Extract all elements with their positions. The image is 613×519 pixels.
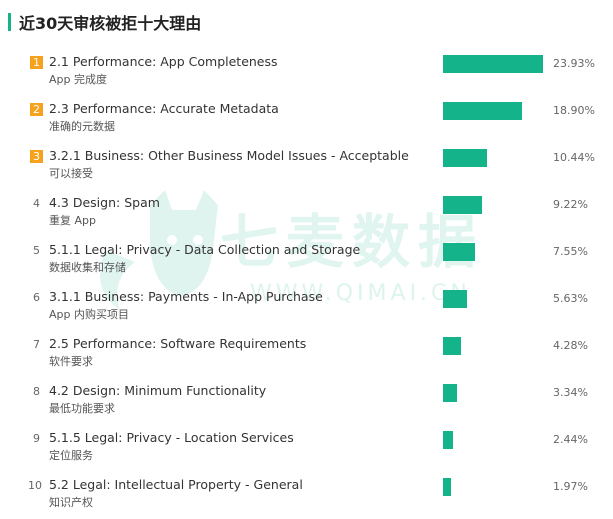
data-label: 18.90%: [553, 104, 595, 117]
reason-label: 4.3 Design: Spam: [49, 195, 160, 210]
data-label: 1.97%: [553, 480, 588, 493]
table-row: 1 2.1 Performance: App Completeness App 完成…: [0, 48, 613, 95]
bar: [443, 431, 453, 449]
bar-track: [443, 149, 543, 167]
bar: [443, 196, 482, 214]
reason-sublabel: 最低功能要求: [49, 402, 115, 415]
reason-sublabel: 数据收集和存储: [49, 261, 126, 274]
table-row: 2 2.3 Performance: Accurate Metadata 准确的元数…: [0, 95, 613, 142]
rank-badge: 1: [30, 56, 43, 69]
reason-label: 5.1.5 Legal: Privacy - Location Services: [49, 430, 294, 445]
data-label: 2.44%: [553, 433, 588, 446]
data-label: 23.93%: [553, 57, 595, 70]
title-accent-bar: [8, 13, 11, 31]
rank-badge: 10: [28, 479, 42, 492]
table-row: 9 5.1.5 Legal: Privacy - Location Service…: [0, 424, 613, 471]
data-label: 3.34%: [553, 386, 588, 399]
table-row: 5 5.1.1 Legal: Privacy - Data Collection …: [0, 236, 613, 283]
data-label: 9.22%: [553, 198, 588, 211]
reason-label: 2.3 Performance: Accurate Metadata: [49, 101, 279, 116]
reason-label: 2.5 Performance: Software Requirements: [49, 336, 307, 351]
table-row: 8 4.2 Design: Minimum Functionality 最低功能要求…: [0, 377, 613, 424]
reason-label: 3.2.1 Business: Other Business Model Iss…: [49, 148, 409, 163]
rank-badge: 5: [33, 244, 40, 257]
bar-track: [443, 196, 543, 214]
bar: [443, 478, 451, 496]
rank-badge: 3: [30, 150, 43, 163]
table-row: 6 3.1.1 Business: Payments - In-App Purch…: [0, 283, 613, 330]
rank-badge: 4: [33, 197, 40, 210]
data-label: 4.28%: [553, 339, 588, 352]
bar: [443, 337, 461, 355]
bar-track: [443, 243, 543, 261]
reason-label: 5.1.1 Legal: Privacy - Data Collection a…: [49, 242, 361, 257]
bar-track: [443, 384, 543, 402]
reason-label: 2.1 Performance: App Completeness: [49, 54, 278, 69]
bar-track: [443, 102, 543, 120]
bar: [443, 149, 487, 167]
rank-badge: 9: [33, 432, 40, 445]
bar: [443, 55, 543, 73]
bar-track: [443, 290, 543, 308]
data-label: 7.55%: [553, 245, 588, 258]
chart-title: 近30天审核被拒十大理由: [19, 14, 202, 33]
chart-header: 近30天审核被拒十大理由: [8, 12, 202, 33]
reason-sublabel: 准确的元数据: [49, 120, 115, 133]
reason-sublabel: 软件要求: [49, 355, 93, 368]
rank-badge: 8: [33, 385, 40, 398]
table-row: 10 5.2 Legal: Intellectual Property - Gen…: [0, 471, 613, 518]
bar: [443, 290, 467, 308]
reason-label: 5.2 Legal: Intellectual Property - Gener…: [49, 477, 303, 492]
reason-sublabel: 重复 App: [49, 214, 96, 227]
rank-badge: 6: [33, 291, 40, 304]
bar: [443, 102, 522, 120]
reason-sublabel: 可以接受: [49, 167, 93, 180]
reason-label: 4.2 Design: Minimum Functionality: [49, 383, 267, 398]
bar-track: [443, 478, 543, 496]
data-label: 5.63%: [553, 292, 588, 305]
reason-sublabel: App 内购买项目: [49, 308, 129, 321]
table-row: 7 2.5 Performance: Software Requirements 软…: [0, 330, 613, 377]
reason-sublabel: 知识产权: [49, 496, 93, 509]
rank-badge: 2: [30, 103, 43, 116]
table-row: 3 3.2.1 Business: Other Business Model Is…: [0, 142, 613, 189]
rank-badge: 7: [33, 338, 40, 351]
bar-track: [443, 431, 543, 449]
reason-label: 3.1.1 Business: Payments - In-App Purcha…: [49, 289, 323, 304]
data-label: 10.44%: [553, 151, 595, 164]
bar: [443, 243, 475, 261]
reason-sublabel: 定位服务: [49, 449, 93, 462]
table-row: 4 4.3 Design: Spam 重复 App 9.22%: [0, 189, 613, 236]
bar-track: [443, 55, 543, 73]
bar: [443, 384, 457, 402]
reason-sublabel: App 完成度: [49, 73, 107, 86]
bar-track: [443, 337, 543, 355]
